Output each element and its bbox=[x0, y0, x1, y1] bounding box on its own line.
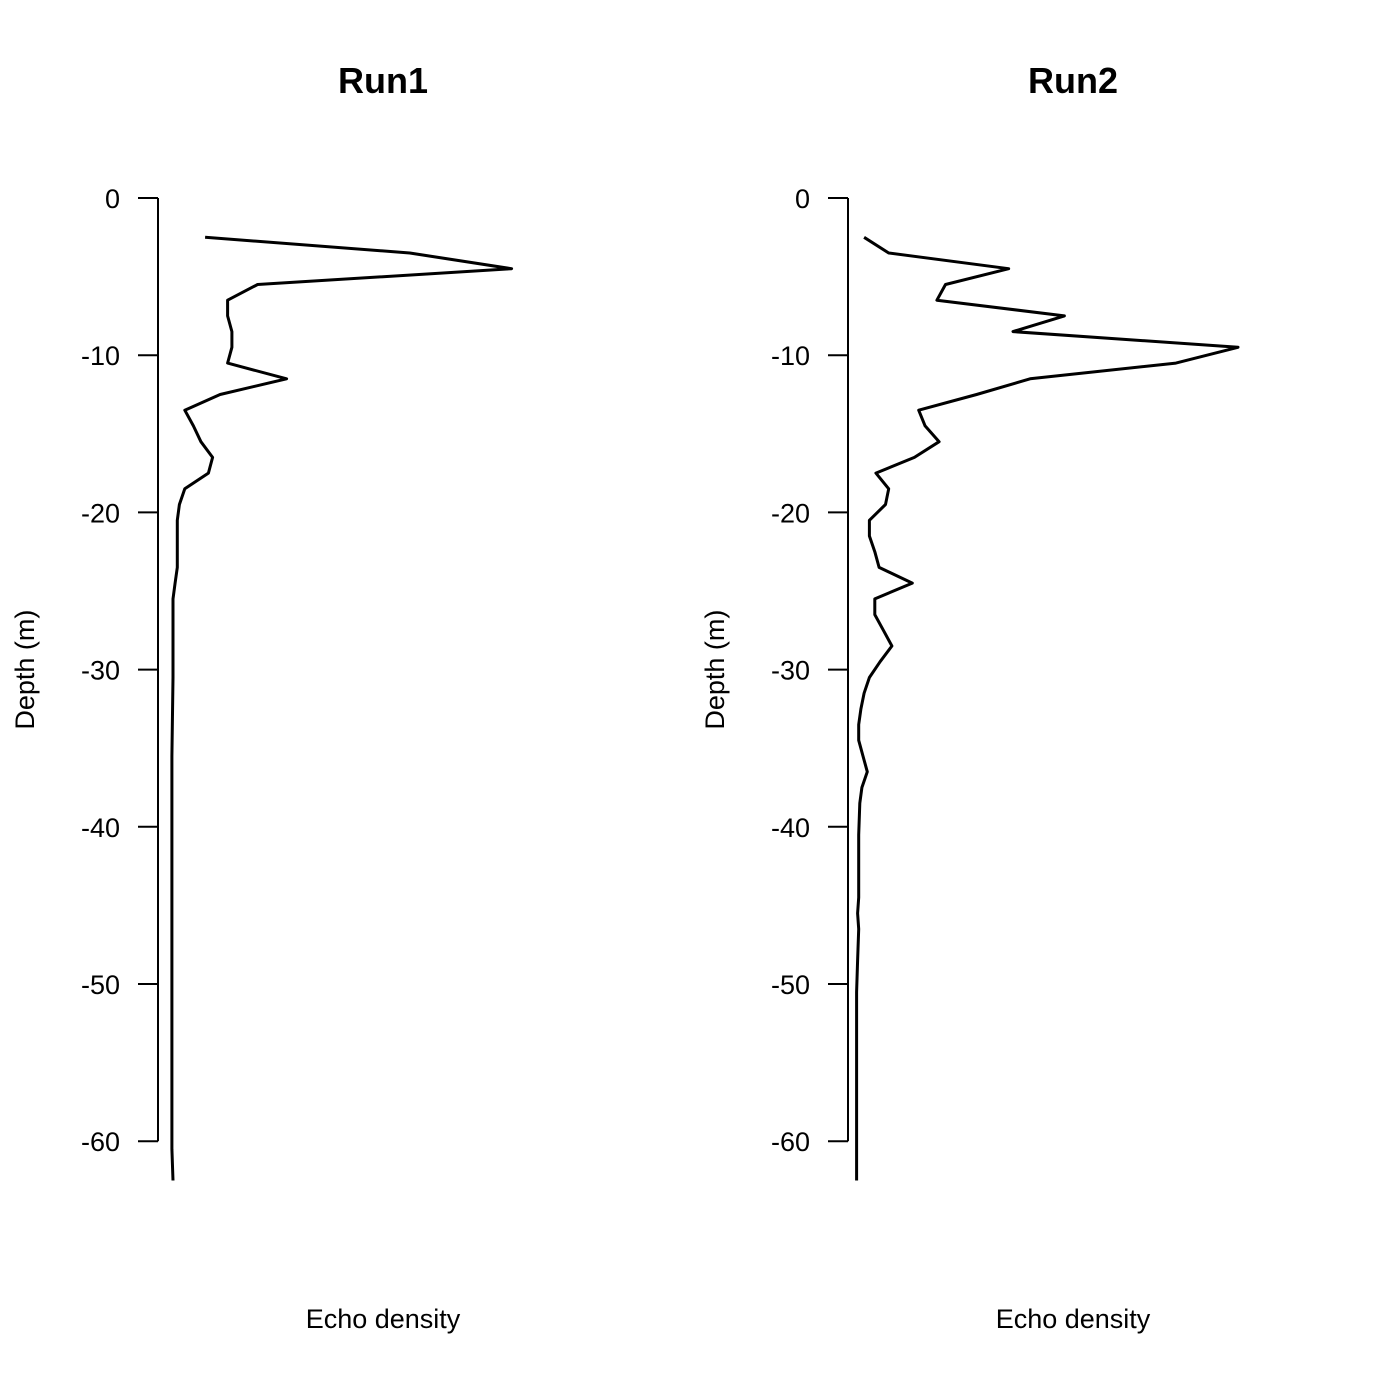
chart-title: Run2 bbox=[1028, 60, 1118, 101]
x-axis-label: Echo density bbox=[306, 1304, 461, 1334]
y-tick-label: -50 bbox=[771, 970, 810, 1000]
y-axis-label: Depth (m) bbox=[700, 610, 730, 730]
y-tick-label: -60 bbox=[771, 1127, 810, 1157]
y-tick-label: -20 bbox=[771, 498, 810, 528]
y-tick-label: 0 bbox=[105, 184, 120, 214]
y-tick-label: -40 bbox=[771, 813, 810, 843]
panel-run2: Run2 0 -10 -20 -30 -40 -50 -60 Depth (m) Echo den… bbox=[700, 60, 1240, 1334]
y-tick-label: -50 bbox=[81, 970, 120, 1000]
x-axis-label: Echo density bbox=[996, 1304, 1151, 1334]
y-tick-label: -30 bbox=[771, 656, 810, 686]
series-line bbox=[170, 235, 514, 1181]
y-tick-label: 0 bbox=[795, 184, 810, 214]
y-tick-label: -40 bbox=[81, 813, 120, 843]
panel-run1: Run1 0 -10 -20 -30 -40 -50 -60 Depth (m) Echo den… bbox=[10, 60, 514, 1334]
chart-title: Run1 bbox=[338, 60, 428, 101]
series-line bbox=[855, 236, 1240, 1181]
y-axis-label: Depth (m) bbox=[10, 610, 40, 730]
y-tick-label: -10 bbox=[771, 341, 810, 371]
y-tick-label: -30 bbox=[81, 656, 120, 686]
y-tick-label: -60 bbox=[81, 1127, 120, 1157]
y-tick-label: -10 bbox=[81, 341, 120, 371]
y-tick-label: -20 bbox=[81, 498, 120, 528]
